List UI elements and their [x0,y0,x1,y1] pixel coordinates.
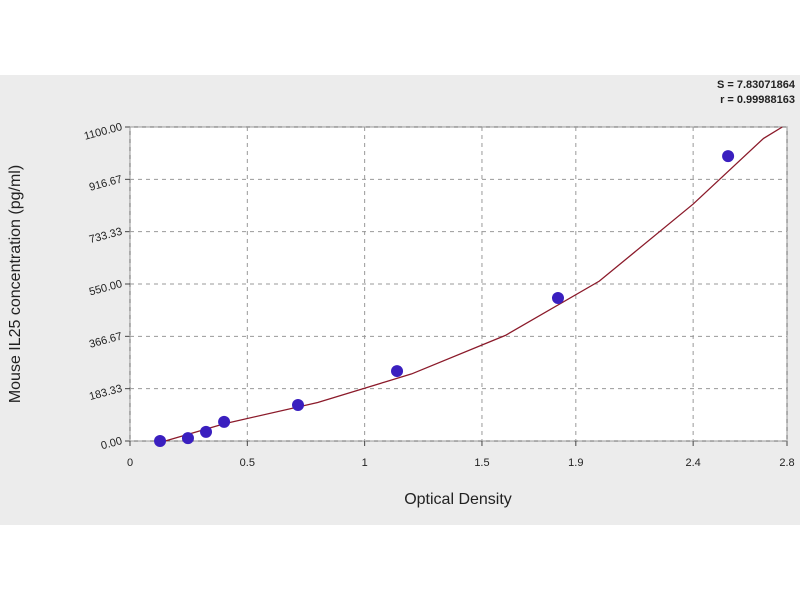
y-tick-label: 0.00 [100,435,124,452]
annotation: r = 0.99988163 [720,94,795,106]
data-point [391,365,404,378]
fit-curve [165,126,783,442]
data-point [722,150,735,163]
x-tick-label: 0 [127,457,133,469]
x-tick-label: 0.5 [240,457,255,469]
y-axis-label: Mouse IL25 concentration (pg/ml) [7,165,24,403]
annotation: S = 7.83071864 [717,79,796,91]
data-point [551,291,564,304]
data-point [218,415,231,428]
x-axis-label: Optical Density [404,491,512,508]
data-point [292,399,305,412]
x-tick-label: 2.4 [685,457,700,469]
x-tick-label: 1 [362,457,368,469]
x-tick-label: 2.8 [779,457,794,469]
data-point [200,425,213,438]
data-point [181,432,194,445]
x-tick-label: 1.5 [474,457,489,469]
data-point [154,435,167,447]
x-tick-label: 1.9 [568,457,583,469]
